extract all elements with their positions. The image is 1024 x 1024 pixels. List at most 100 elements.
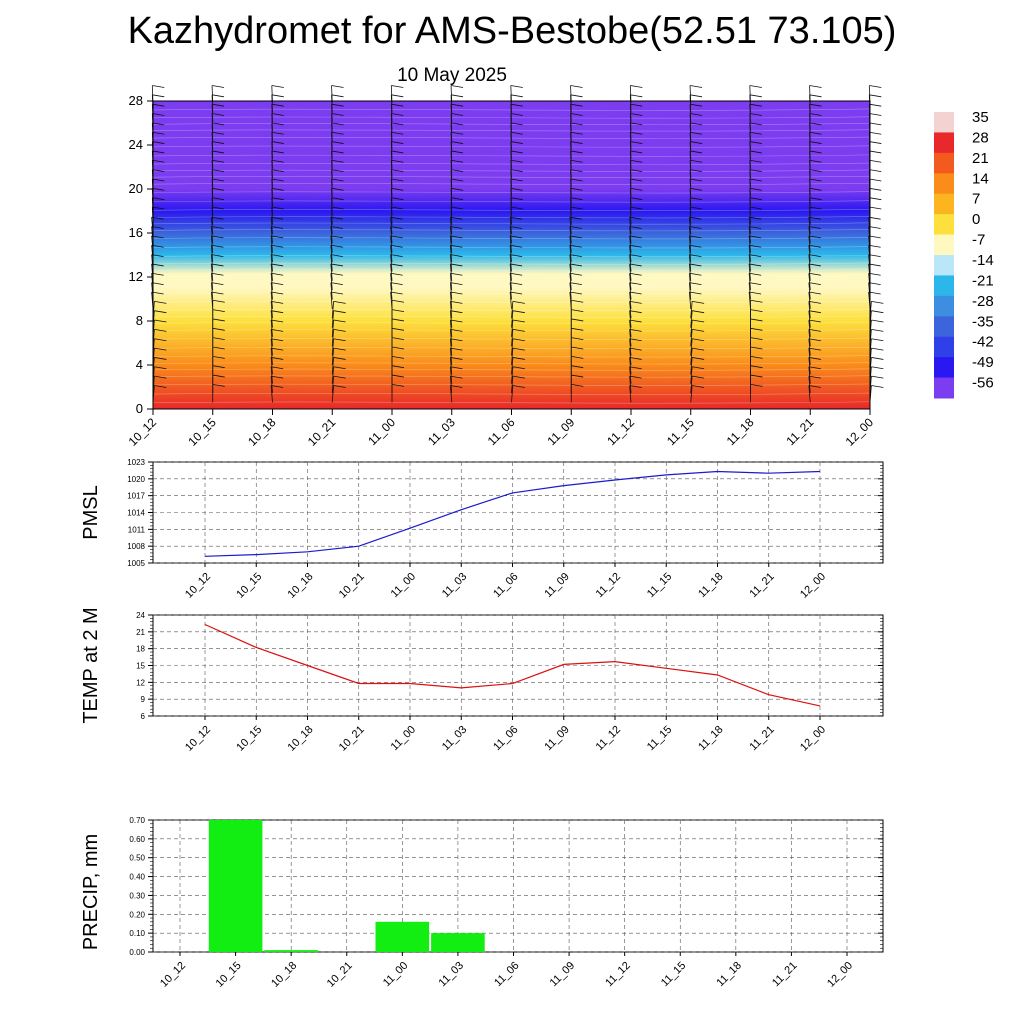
wind-barb-flag <box>808 357 821 360</box>
wind-barb <box>690 320 693 337</box>
y-tick-label: 12 <box>129 269 143 284</box>
wind-barb-flag <box>689 291 702 295</box>
isoline <box>152 368 871 371</box>
wind-barb-flag <box>570 197 583 201</box>
wind-barb-flag <box>512 328 525 332</box>
wind-barb-flag <box>571 365 584 369</box>
wind-barb-flag <box>151 235 164 239</box>
wind-barb-flag <box>271 94 284 98</box>
wind-barb-flag <box>749 263 762 267</box>
wind-barb-flag <box>211 291 224 295</box>
wind-barb-flag <box>151 216 164 220</box>
wind-barb <box>629 226 632 244</box>
wind-barb-flag <box>808 328 821 332</box>
y-tick-label: 28 <box>129 93 143 108</box>
isoline <box>152 222 871 225</box>
wind-barb-flag <box>869 187 882 191</box>
y-tick-label: 8 <box>136 313 143 328</box>
wind-barb-flag <box>570 94 583 98</box>
wind-barb <box>509 217 512 235</box>
x-tick-label: 11_09 <box>545 415 578 448</box>
wind-barb-flag <box>749 226 762 229</box>
wind-barb <box>808 366 811 384</box>
wind-barb-flag <box>629 366 642 370</box>
wind-barb-flag <box>391 169 404 173</box>
wind-barb-flag <box>271 282 284 286</box>
wind-barb <box>511 385 514 403</box>
x-tick-label: 11_09 <box>542 724 572 754</box>
wind-barb <box>449 282 453 300</box>
wind-barb-flag <box>152 159 165 163</box>
wind-barb-flag <box>689 103 703 107</box>
wind-barb-flag <box>450 103 464 107</box>
wind-barb <box>808 301 811 319</box>
wind-barb-flag <box>808 216 821 220</box>
wind-barb <box>690 310 693 328</box>
wind-barb-flag <box>391 122 404 126</box>
wind-barb-flag <box>808 385 821 388</box>
wind-barb <box>808 329 811 347</box>
wind-barb <box>270 385 273 403</box>
wind-barb-flag <box>391 85 404 88</box>
wind-barb-flag <box>152 113 165 116</box>
wind-barb <box>569 254 572 272</box>
y-tick-label: 0.30 <box>129 891 145 900</box>
isoline <box>152 154 871 157</box>
wind-barb-flag <box>871 328 884 332</box>
wind-barb <box>629 310 632 328</box>
x-tick-label: 11_21 <box>747 724 777 754</box>
colorbar-label: -7 <box>972 232 985 249</box>
colorbar-segment <box>934 173 954 195</box>
wind-barb-flag <box>689 226 702 229</box>
wind-barb-flag <box>330 216 343 220</box>
wind-barb-flag <box>871 357 884 360</box>
wind-barb-flag <box>808 319 821 323</box>
wind-barb <box>449 348 453 366</box>
wind-barb-flag <box>271 178 284 182</box>
wind-barb-flag <box>749 103 762 107</box>
wind-barb-flag <box>570 122 583 126</box>
wind-barb <box>511 310 514 328</box>
wind-barb <box>629 385 632 403</box>
wind-barb-flag <box>569 254 582 257</box>
wind-barb <box>270 366 273 384</box>
wind-barb-flag <box>571 346 584 350</box>
wind-barb-flag <box>569 216 582 220</box>
colorbar-segment <box>934 357 954 379</box>
wind-barb-flag <box>510 235 523 239</box>
y-tick-label: 1017 <box>127 492 145 501</box>
wind-barb-flag <box>749 197 762 201</box>
isoline <box>152 237 871 240</box>
wind-barb-flag <box>450 169 464 173</box>
wind-barb <box>331 301 335 319</box>
wind-barb <box>449 338 453 356</box>
wind-barb <box>509 282 512 300</box>
wind-barb-flag <box>212 374 225 378</box>
wind-barb-flag <box>749 216 762 220</box>
wind-barb <box>629 273 632 291</box>
wind-barb <box>390 245 393 263</box>
wind-barb-flag <box>271 235 284 239</box>
wind-barb-flag <box>869 131 882 135</box>
wind-barb <box>509 254 512 272</box>
wind-barb-flag <box>868 226 881 229</box>
wind-barb <box>748 263 751 281</box>
wind-barb-flag <box>749 282 762 286</box>
wind-barb <box>509 263 512 281</box>
wind-barb-flag <box>211 178 225 182</box>
wind-barb <box>449 310 453 328</box>
wind-barb <box>569 245 572 263</box>
wind-barb-flag <box>271 263 284 267</box>
wind-barb <box>808 282 811 300</box>
wind-barb-flag <box>569 244 582 248</box>
wind-barb-flag <box>809 141 822 144</box>
wind-barb-flag <box>510 159 523 163</box>
wind-barb <box>449 366 453 384</box>
wind-barb-flag <box>331 197 344 201</box>
isoline <box>152 175 871 178</box>
x-tick-label: 10_21 <box>305 415 339 449</box>
x-tick-label: 10_21 <box>337 724 367 754</box>
y-tick-label: 4 <box>136 357 143 372</box>
wind-barb-flag <box>629 375 642 379</box>
wind-barb-flag <box>391 187 404 191</box>
